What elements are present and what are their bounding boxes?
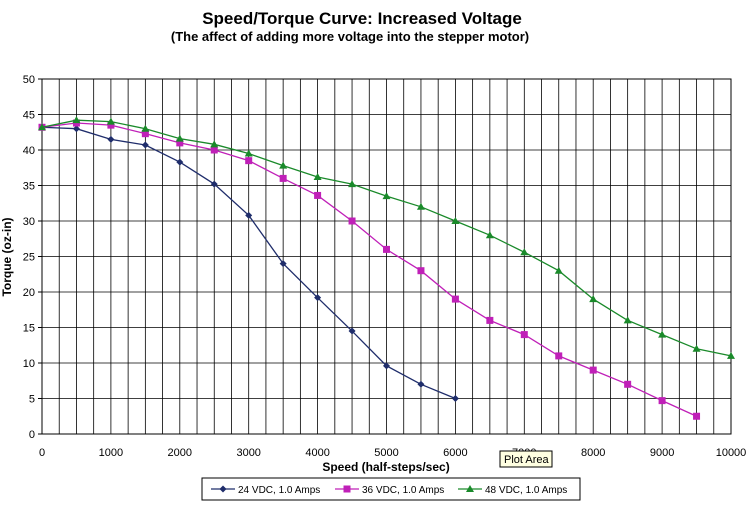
data-point — [107, 135, 115, 143]
data-point — [417, 267, 425, 275]
y-tick-label: 35 — [23, 181, 35, 193]
x-tick-labels: 0100020003000400050006000700080009000100… — [39, 447, 746, 459]
data-point — [141, 124, 150, 132]
data-point — [451, 395, 459, 402]
legend-item: 48 VDC, 1.0 Amps — [458, 485, 567, 496]
data-point — [658, 330, 667, 338]
x-tick-label: 5000 — [374, 447, 398, 459]
tooltip-box — [499, 450, 553, 468]
data-point — [279, 260, 287, 268]
data-point — [348, 217, 356, 225]
data-point — [210, 180, 218, 188]
data-point — [106, 117, 115, 125]
legend-items: 24 VDC, 1.0 Amps 36 VDC, 1.0 Amps 48 VDC, … — [211, 485, 567, 496]
data-point — [313, 172, 322, 180]
y-tick-label: 15 — [23, 323, 35, 335]
y-tick-label: 0 — [29, 429, 35, 441]
data-point — [107, 121, 115, 129]
x-tick-label: 3000 — [236, 447, 260, 459]
y-tick-label: 25 — [23, 252, 35, 264]
y-tick-labels: 0 5 10 15 20 25 30 35 40 45 50 — [23, 74, 42, 441]
data-point — [348, 327, 356, 335]
data-point — [72, 116, 81, 124]
data-point — [692, 344, 701, 352]
data-point — [245, 211, 253, 219]
data-point — [314, 294, 322, 302]
legend-label: 48 VDC, 1.0 Amps — [485, 485, 567, 496]
data-point — [38, 123, 46, 131]
legend-label: 24 VDC, 1.0 Amps — [238, 485, 320, 496]
data-point — [520, 248, 529, 256]
data-point — [485, 231, 494, 239]
data-point — [141, 141, 149, 149]
data-point — [658, 397, 666, 405]
y-tick-label: 10 — [23, 358, 35, 370]
series-3 — [38, 116, 735, 359]
data-point — [727, 351, 735, 359]
data-point — [589, 295, 598, 303]
data-point — [210, 140, 219, 148]
legend-label: 36 VDC, 1.0 Amps — [362, 485, 444, 496]
data-point — [383, 245, 390, 253]
y-tick-label: 30 — [23, 216, 35, 228]
y-tick-label: 40 — [23, 145, 35, 157]
data-point — [416, 202, 425, 210]
data-point — [693, 412, 701, 420]
data-point — [279, 174, 287, 182]
series-layer — [38, 116, 735, 420]
data-point — [176, 139, 184, 147]
data-point — [554, 266, 563, 274]
series-line — [41, 122, 697, 417]
data-point — [245, 157, 253, 165]
data-point — [72, 125, 80, 133]
tooltip-text: Plot Area — [504, 454, 550, 466]
tooltip: Plot Area — [499, 450, 553, 468]
data-point — [624, 380, 632, 388]
data-point — [486, 316, 494, 324]
data-point — [348, 180, 357, 188]
data-point — [279, 161, 288, 169]
y-tick-label: 5 — [29, 394, 35, 406]
x-tick-label: 0 — [39, 447, 45, 459]
data-point — [451, 295, 459, 303]
legend[interactable] — [201, 477, 581, 501]
data-point — [520, 331, 528, 339]
chart-title: Speed/Torque Curve: Increased Voltage — [202, 9, 522, 28]
data-point — [451, 217, 460, 224]
x-tick-label: 4000 — [305, 447, 329, 459]
data-point — [589, 366, 597, 374]
x-tick-label: 8000 — [581, 447, 605, 459]
x-tick-label: 6000 — [443, 447, 467, 459]
legend-marker — [343, 485, 351, 493]
data-point — [314, 191, 322, 199]
legend-marker — [466, 485, 474, 492]
data-point — [175, 134, 184, 142]
y-tick-label: 20 — [23, 287, 35, 299]
data-point — [176, 158, 184, 166]
x-tick-label: 1000 — [99, 447, 123, 459]
legend-item: 36 VDC, 1.0 Amps — [335, 485, 444, 496]
data-point — [555, 352, 563, 360]
y-tick-label: 45 — [23, 110, 35, 122]
y-tick-label: 50 — [23, 74, 35, 86]
series-1 — [38, 123, 459, 402]
y-axis-label: Torque (oz-in) — [0, 217, 14, 296]
legend-item: 24 VDC, 1.0 Amps — [211, 485, 320, 496]
data-point — [382, 192, 391, 200]
x-tick-label: 2000 — [168, 447, 192, 459]
data-point — [210, 146, 218, 154]
x-tick-label: 10000 — [716, 447, 747, 459]
data-point — [383, 362, 390, 370]
x-tick-label: 9000 — [650, 447, 674, 459]
legend-marker — [219, 485, 227, 493]
data-point — [623, 316, 632, 324]
data-point — [417, 380, 425, 388]
data-point — [141, 130, 149, 138]
chart-subtitle: (The affect of adding more voltage into … — [171, 29, 529, 44]
data-point — [244, 149, 253, 157]
x-axis-label: Speed (half-steps/sec) — [322, 460, 449, 474]
